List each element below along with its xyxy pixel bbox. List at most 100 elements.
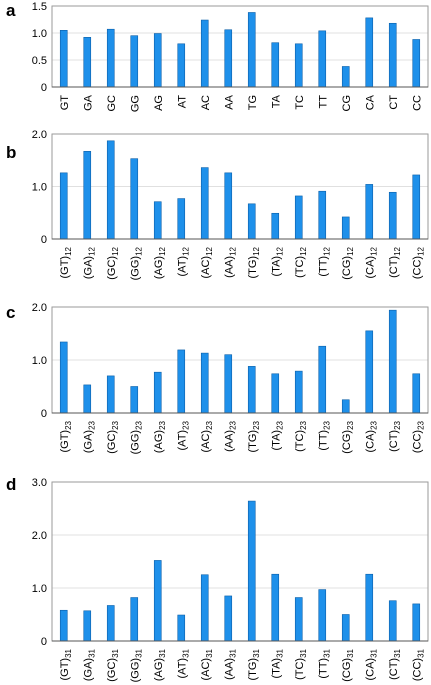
x-tick-label: (AT)12: [176, 246, 190, 276]
bar-GC: [106, 28, 115, 88]
panel-b: b 0 1.0 2.0 (GT)12 (GA)12 (GC)12 (GG)12 (AG)12 (A…: [6, 129, 429, 280]
y-tick-label: 1.5: [32, 1, 47, 13]
bar-AG: [153, 201, 162, 240]
bar-TG: [247, 203, 256, 240]
x-tick-label: (GA)23: [82, 420, 96, 453]
bar-CC: [412, 373, 421, 414]
panel-c: c 0 1.0 2.0 (GT)23 (GA)23 (GC)23 (GG)23 (AG)23 (A…: [6, 302, 429, 454]
bar-GT: [59, 341, 68, 414]
x-tick-label: (GG)31: [129, 648, 143, 682]
panel-letter-d: d: [6, 475, 16, 494]
y-tick-label: 0: [41, 636, 47, 648]
bar-CG: [341, 66, 350, 88]
bar-TG: [247, 12, 256, 88]
bar-CG: [341, 399, 350, 414]
x-tick-label: (GT)12: [59, 246, 73, 278]
bar-AT: [177, 349, 186, 414]
x-tick-label: (AC)31: [200, 648, 214, 680]
x-tick-label: AT: [176, 95, 188, 109]
bar-CC: [412, 603, 421, 642]
bar-AA: [224, 172, 233, 240]
bar-CA: [365, 17, 374, 88]
bar-GG: [130, 386, 139, 414]
x-tick-label: GC: [106, 95, 118, 112]
bar-GA: [83, 610, 92, 642]
x-tick-label: (TG)12: [247, 246, 261, 278]
panel-letter-c: c: [6, 303, 15, 322]
panel-d: d 0 1.0 2.0 3.0 (GT)31 (GA)31 (GC)31 (GG)31 (AG)3…: [6, 475, 429, 682]
x-tick-label: (GA)12: [82, 246, 96, 279]
bar-GG: [130, 158, 139, 240]
bar-AC: [200, 574, 209, 642]
x-tick-label: (CC)31: [411, 648, 425, 681]
x-tick-label: (CG)12: [341, 246, 355, 279]
x-tick-label: (CC)23: [411, 420, 425, 453]
x-tick-label: (AT)23: [176, 420, 190, 450]
x-tick-label: GT: [59, 95, 71, 111]
y-tick-label: 0: [41, 82, 47, 94]
y-tick-label: 3.0: [32, 477, 47, 489]
bar-CT: [388, 309, 397, 414]
bar-GT: [59, 29, 68, 88]
bar-TC: [294, 597, 303, 642]
x-tick-label: TT: [317, 95, 329, 109]
x-tick-label: GA: [82, 94, 94, 111]
x-tick-label: (TA)23: [270, 420, 284, 450]
x-tick-label: (CA)31: [364, 648, 378, 680]
bar-CA: [365, 184, 374, 240]
x-tick-label: CT: [388, 95, 400, 110]
x-tick-label: (CT)31: [388, 648, 402, 679]
bar-GT: [59, 172, 68, 240]
y-tick-label: 2.0: [32, 530, 47, 542]
x-tick-label: (AT)31: [176, 648, 190, 678]
x-tick-label: (GG)12: [129, 246, 143, 280]
x-tick-label: (TC)12: [294, 246, 308, 277]
bar-GG: [130, 35, 139, 88]
y-tick-label: 0: [41, 234, 47, 246]
x-tick-label: (GG)23: [129, 420, 143, 454]
bar-AG: [153, 371, 162, 414]
x-tick-label: (CG)23: [341, 420, 355, 453]
x-tick-label: (GC)23: [106, 420, 120, 453]
y-tick-label: 1.0: [32, 583, 47, 595]
x-tick-label: AG: [153, 95, 165, 111]
panel-letter-b: b: [6, 143, 16, 162]
x-tick-label: (GT)31: [59, 648, 73, 680]
x-tick-label: AC: [200, 95, 212, 110]
x-tick-label: AA: [223, 94, 235, 109]
bar-CC: [412, 39, 421, 88]
bar-TT: [318, 589, 327, 642]
panel-letter-a: a: [6, 1, 16, 20]
bar-TA: [271, 573, 280, 642]
bar-TC: [294, 43, 303, 88]
bar-AA: [224, 595, 233, 642]
x-tick-label: (CA)23: [364, 420, 378, 452]
bar-GG: [130, 597, 139, 642]
x-tick-label: (CA)12: [364, 246, 378, 278]
bar-TG: [247, 366, 256, 414]
bar-TA: [271, 212, 280, 240]
x-tick-label: (TA)31: [270, 648, 284, 678]
x-tick-label: (TC)23: [294, 420, 308, 451]
bar-TT: [318, 30, 327, 88]
bar-AC: [200, 352, 209, 414]
x-tick-label: TC: [294, 95, 306, 110]
bar-GA: [83, 151, 92, 240]
x-tick-label: (CT)23: [388, 420, 402, 451]
x-tick-label: (CT)12: [388, 246, 402, 277]
bar-TC: [294, 370, 303, 414]
bar-GC: [106, 140, 115, 240]
x-tick-label: (AG)12: [153, 246, 167, 279]
bar-TA: [271, 373, 280, 414]
x-tick-label: (AG)23: [153, 420, 167, 453]
x-tick-label: (TT)23: [317, 420, 331, 450]
x-tick-label: CC: [411, 95, 423, 111]
bar-GC: [106, 605, 115, 642]
x-tick-label: (AG)31: [153, 648, 167, 681]
y-tick-label: 2.0: [32, 302, 47, 314]
x-tick-label: (TG)31: [247, 648, 261, 680]
x-tick-label: (AC)12: [200, 246, 214, 278]
bar-CG: [341, 216, 350, 240]
x-tick-label: (GC)31: [106, 648, 120, 681]
